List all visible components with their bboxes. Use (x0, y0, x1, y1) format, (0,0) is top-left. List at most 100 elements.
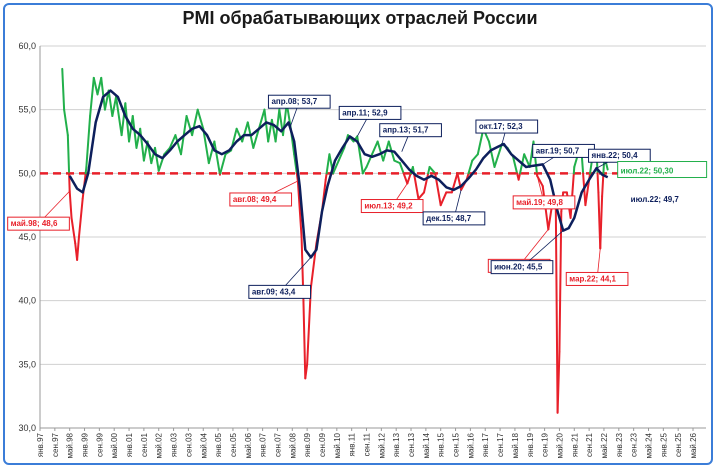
pmi-segment (150, 146, 157, 165)
y-tick-label: 50,0 (18, 168, 36, 178)
x-tick-label: сен.21 (585, 432, 594, 457)
annotation: авг.08; 49,4 (229, 180, 299, 207)
x-tick-label: сен.97 (51, 432, 60, 457)
x-tick-label: янв.25 (659, 432, 668, 457)
pmi-segment (517, 172, 522, 181)
x-tick-label: янв.07 (259, 432, 268, 457)
x-tick-label: май.14 (422, 432, 431, 458)
pmi-segment (337, 146, 346, 162)
pmi-segment (554, 197, 559, 414)
x-tick-label: май.98 (66, 432, 75, 458)
annotation-label: мар.22; 44,1 (569, 274, 616, 283)
x-tick-label: янв.17 (481, 432, 490, 457)
annotation-box (475, 119, 539, 134)
pmi-segment (293, 153, 298, 175)
annotation: май.98; 48,6 (7, 190, 70, 231)
x-tick-label: янв.03 (170, 432, 179, 457)
pmi-segment (304, 363, 309, 380)
grid-lines (39, 45, 706, 429)
pmi-segment (139, 127, 145, 162)
x-tick-label: янв.15 (437, 432, 446, 457)
annotation-label: июл.22; 50,30 (621, 167, 674, 176)
x-tick-label: янв.97 (36, 432, 45, 457)
annotation: май.19; 49,8 (512, 175, 576, 210)
pmi-segment (191, 108, 199, 137)
x-tick-label: янв.05 (214, 432, 223, 457)
pmi-segment (128, 115, 134, 143)
x-tick-label: сен.17 (496, 432, 505, 457)
annotation-label: авг.08; 49,4 (233, 195, 277, 204)
pmi-segment (325, 153, 331, 175)
annotation-label: апр.08; 53,7 (271, 97, 317, 106)
pmi-segment (77, 197, 84, 238)
x-tick-label: май.00 (110, 432, 119, 458)
pmi-segment (558, 210, 563, 353)
x-tick-label: сен.25 (674, 432, 683, 457)
pmi-segment (174, 134, 182, 156)
annotation-box (490, 260, 554, 275)
pmi-segment (584, 178, 591, 207)
pmi-segment (163, 146, 171, 156)
x-tick-label: сен.15 (452, 432, 461, 457)
y-axis-ticks: 30,0 35,0 40,0 45,0 50,0 55,0 60,0 (18, 41, 36, 433)
pmi-segment (523, 153, 531, 168)
x-tick-label: сен.03 (184, 432, 193, 457)
pmi-segment (556, 350, 561, 414)
annotation-label: июн.20; 45,5 (494, 263, 543, 272)
x-tick-label: май.26 (689, 432, 698, 458)
pmi-segment (306, 286, 312, 366)
pmi-segment (536, 174, 544, 188)
annotation: авг.09; 43,4 (248, 257, 312, 299)
pmi-segment (439, 191, 448, 207)
pmi-segment (467, 159, 474, 175)
x-tick-label: сен.07 (273, 432, 282, 457)
annotation-box (229, 192, 293, 207)
pmi-segment (207, 140, 216, 165)
annotation: июл.22; 50,30 (617, 161, 708, 179)
pmi-segment (63, 108, 69, 137)
annotation: янв.22; 50,4 (588, 148, 651, 169)
pmi-segment (406, 172, 412, 185)
x-tick-label: май.02 (155, 432, 164, 458)
annotation-label: апр.11; 52,9 (342, 108, 388, 117)
pmi-segment (196, 108, 205, 130)
x-tick-label: янв.09 (303, 432, 312, 457)
x-tick-label: май.06 (244, 432, 253, 458)
pmi-segment (168, 134, 177, 149)
x-tick-label: май.12 (377, 432, 386, 458)
x-tick-label: янв.01 (125, 432, 134, 457)
pmi-segment (252, 127, 260, 149)
annotation: авг.19; 50,7 (532, 143, 595, 165)
pmi-segment (398, 162, 405, 175)
pmi-segment (107, 89, 114, 118)
pmi-segment (85, 115, 92, 168)
x-tick-label: май.04 (199, 432, 208, 458)
pmi-segment (332, 159, 340, 175)
x-tick-label: янв.11 (348, 432, 357, 456)
x-axis-ticks: янв.97 сен.97 май.98 янв.99 сен.99 май.00 янв.… (36, 428, 698, 459)
x-tick-label: янв.99 (81, 432, 90, 457)
annotation-label: июл.22; 49,7 (631, 195, 680, 204)
pmi-segment (402, 172, 409, 185)
annotation-label: май.19; 49,8 (516, 198, 563, 207)
annotation-box (267, 94, 331, 109)
pmi-segment (219, 153, 227, 175)
pmi-segment (115, 95, 123, 137)
pmi-segment (111, 95, 118, 118)
annotation-box (360, 199, 424, 214)
pmi-segment (302, 299, 307, 380)
x-tick-label: сен.99 (95, 432, 104, 457)
pmi-segment (296, 179, 303, 238)
pmi-segment (274, 108, 281, 143)
annotation: мар.22; 44,1 (565, 248, 629, 286)
x-tick-label: май.10 (333, 432, 342, 458)
x-tick-label: сен.11 (363, 432, 372, 456)
trend-series (68, 89, 609, 259)
annotation: июл.22; 49,7 (631, 195, 680, 204)
x-tick-label: сен.13 (407, 432, 416, 457)
pmi-segment (235, 127, 244, 143)
pmi-segment (66, 134, 71, 175)
pmi-segment (213, 140, 221, 175)
pmi-segment (76, 236, 80, 261)
